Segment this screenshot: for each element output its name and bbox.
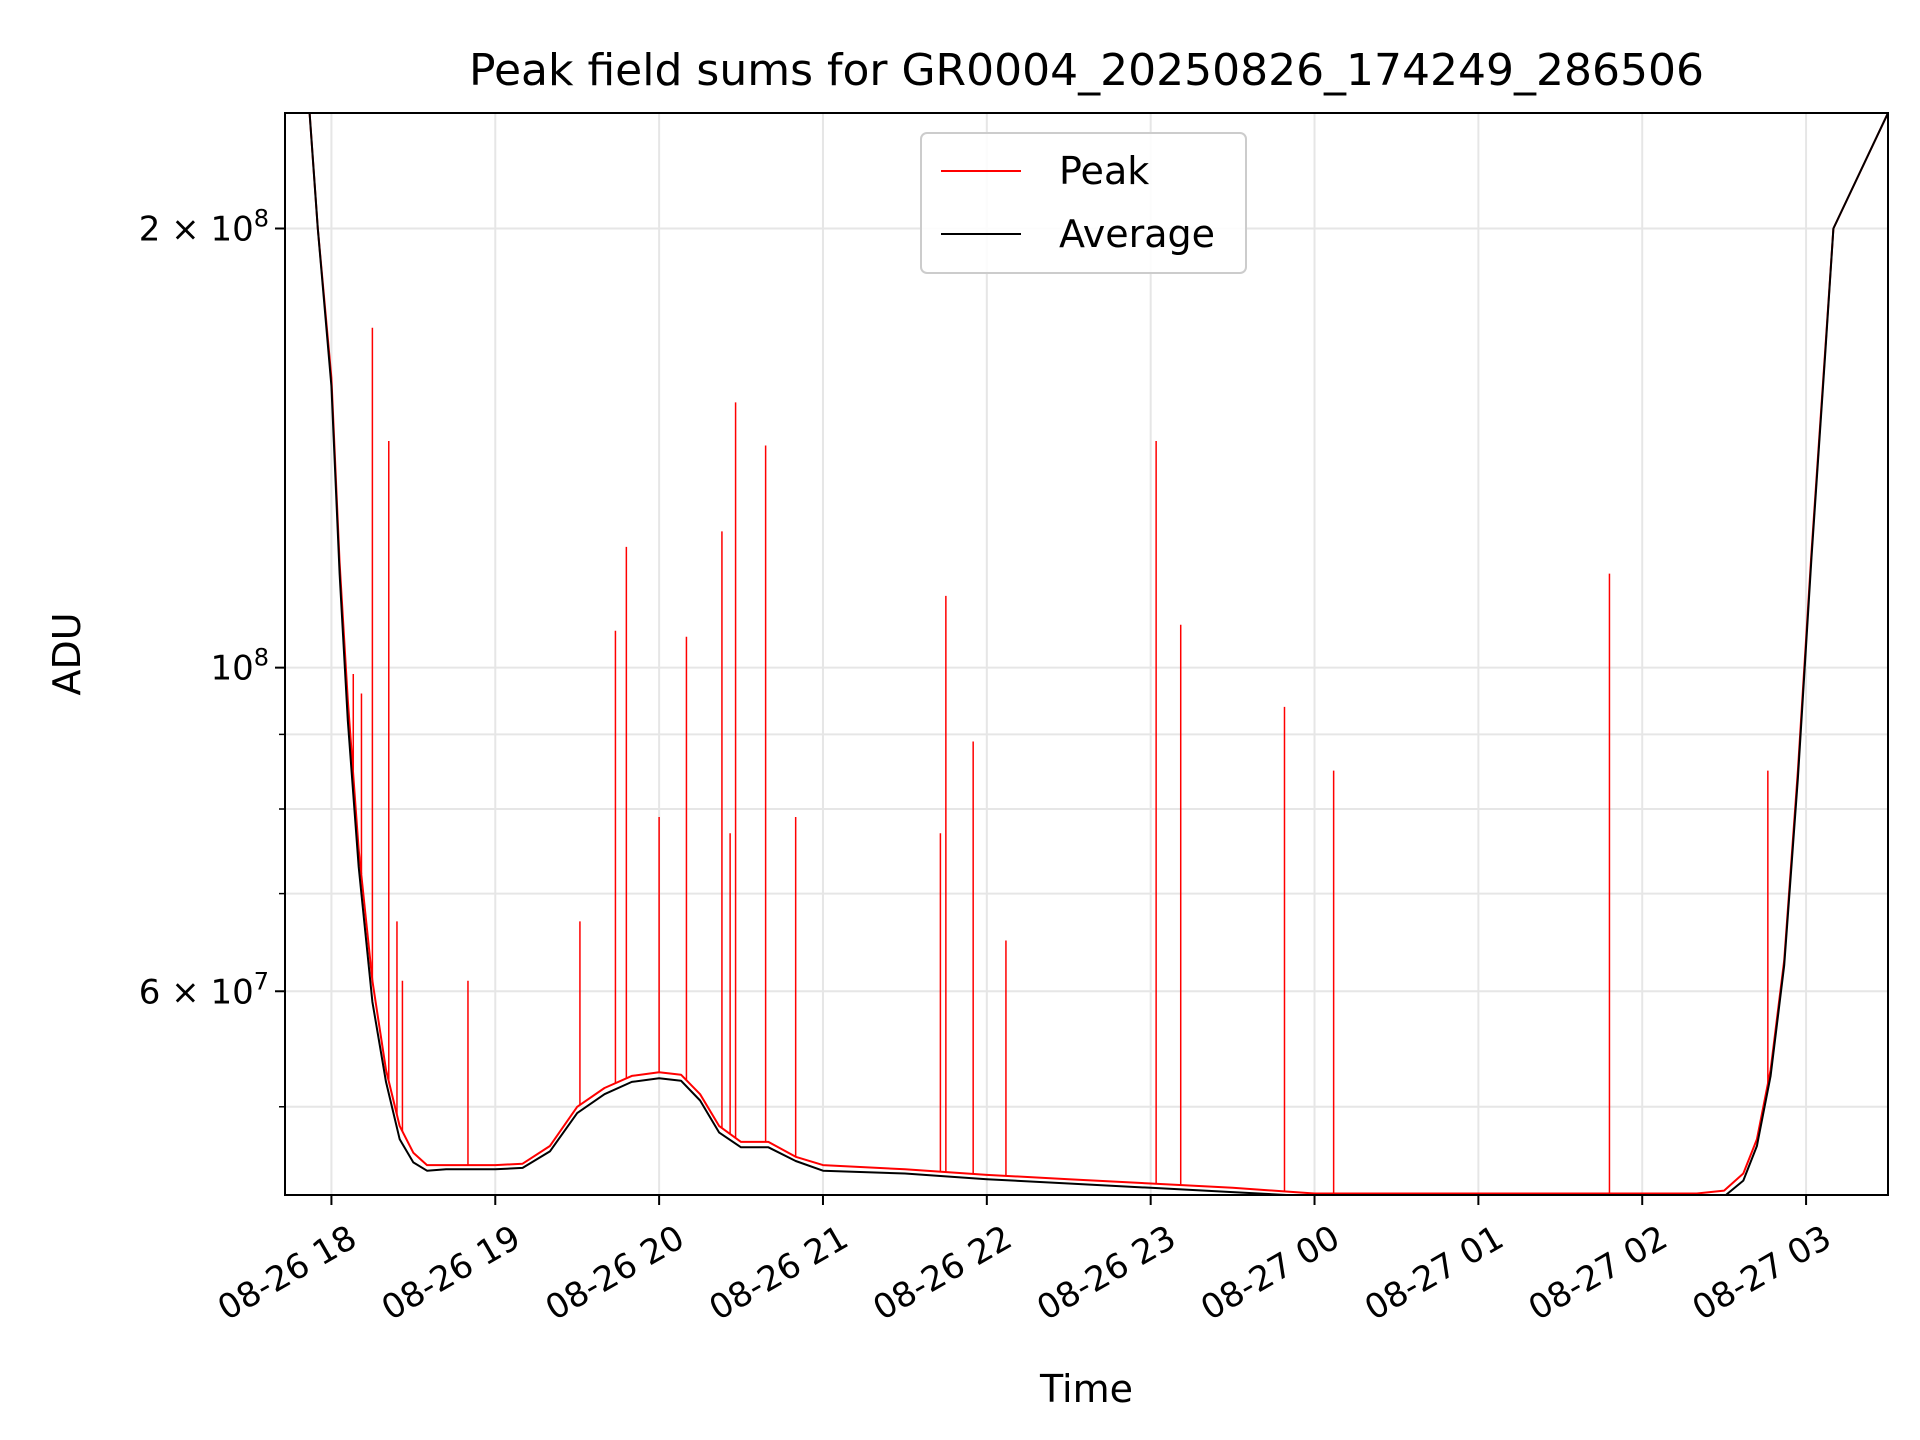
chart-title: Peak field sums for GR0004_20250826_1742…: [469, 45, 1704, 96]
x-tick-label: 08-27 02: [1522, 1218, 1674, 1329]
x-tick-label: 08-26 19: [375, 1218, 527, 1329]
x-tick-label: 08-27 01: [1358, 1218, 1510, 1329]
plot-frame: [284, 112, 1889, 1196]
x-tick-label: 08-27 00: [1194, 1218, 1346, 1329]
axis-ticks: 08-26 18 08-26 19 08-26 20 08-26 21 08-26 22…: [139, 205, 1838, 1329]
legend-label-peak: Peak: [1059, 149, 1149, 193]
x-tick-label: 08-27 03: [1686, 1218, 1838, 1329]
grid: [285, 113, 1888, 1195]
legend-label-average: Average: [1059, 212, 1215, 256]
series-line-average: [285, 113, 1888, 1195]
series-group: [285, 113, 1888, 1195]
x-tick-label: 08-26 23: [1030, 1218, 1182, 1329]
legend: Peak Average: [920, 132, 1247, 274]
x-tick-label: 08-26 22: [867, 1218, 1019, 1329]
x-tick-label: 08-26 18: [211, 1218, 363, 1329]
series-line-peak: [285, 113, 1888, 1195]
x-axis-label: Time: [1039, 1367, 1133, 1411]
x-tick-label: 08-26 21: [703, 1218, 855, 1329]
y-tick-label: 2 × 108: [139, 205, 269, 250]
legend-box: [920, 132, 1247, 274]
y-tick-label: 108: [210, 644, 269, 689]
x-tick-label: 08-26 20: [539, 1218, 691, 1329]
y-tick-label: 6 × 107: [139, 967, 269, 1012]
y-axis-label: ADU: [45, 612, 89, 695]
